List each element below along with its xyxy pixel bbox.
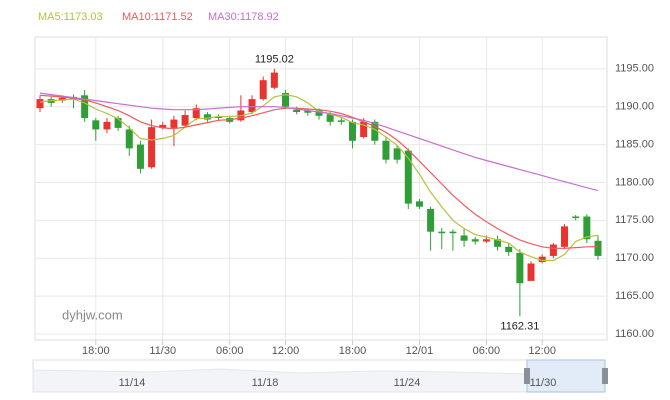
- annotation: 1162.31: [500, 320, 539, 332]
- navigator[interactable]: 11/14 11/18 11/24 11/30: [32, 359, 608, 393]
- candle-body: [572, 216, 580, 219]
- candle-body: [583, 216, 591, 240]
- candle-body: [382, 140, 390, 160]
- y-tick-label: 1180.00: [615, 176, 654, 188]
- candle-body: [148, 127, 156, 168]
- x-tick-label: 11/30: [149, 345, 176, 357]
- candle-body: [494, 239, 502, 247]
- x-tick-label: 12:00: [272, 345, 300, 357]
- legend-item: MA10:1171.52: [122, 11, 193, 23]
- candle-body: [92, 120, 100, 130]
- candle-body: [270, 72, 278, 88]
- navigator-handle[interactable]: [602, 368, 608, 384]
- candle-body: [36, 99, 44, 109]
- y-tick-label: 1165.00: [615, 290, 654, 302]
- candle-body: [404, 150, 412, 204]
- candle-body: [360, 121, 368, 137]
- candle-body: [282, 93, 290, 107]
- candle-body: [136, 144, 144, 169]
- candle-body: [170, 119, 178, 128]
- candle-body: [337, 120, 345, 122]
- candle-body: [561, 226, 569, 247]
- candle-body: [159, 124, 167, 128]
- x-tick-label: 18:00: [82, 345, 110, 357]
- candle-body: [315, 110, 323, 116]
- candle-body: [58, 97, 66, 101]
- watermark: dyhjw.com: [62, 307, 123, 322]
- x-tick-label: 06:00: [216, 345, 244, 357]
- candle-body: [471, 239, 479, 242]
- candle-body: [125, 129, 133, 149]
- navigator-label: 11/30: [530, 377, 557, 389]
- legend-item: MA30:1178.92: [208, 11, 279, 23]
- candle-body: [103, 121, 111, 130]
- candle-body: [215, 116, 223, 119]
- candle-body: [505, 246, 513, 253]
- candle-body: [594, 240, 602, 256]
- candle-body: [192, 108, 200, 119]
- x-tick-label: 06:00: [473, 345, 501, 357]
- navigator-label: 11/24: [394, 377, 421, 389]
- candle-body: [348, 121, 356, 141]
- candle-body: [326, 114, 334, 122]
- ma-line: [39, 94, 599, 249]
- plot-frame: [34, 36, 608, 341]
- candle-body: [203, 114, 211, 120]
- y-tick-label: 1170.00: [615, 252, 654, 264]
- navigator-handle[interactable]: [524, 368, 530, 384]
- candle-body: [482, 239, 490, 242]
- y-tick-label: 1175.00: [615, 214, 654, 226]
- x-tick-label: 12/01: [406, 345, 434, 357]
- y-tick-label: 1190.00: [615, 101, 654, 113]
- ma-line: [39, 93, 599, 262]
- x-tick-label: 18:00: [339, 345, 367, 357]
- navigator-selection[interactable]: [526, 359, 606, 393]
- candle-body: [248, 99, 256, 112]
- candle-body: [371, 121, 379, 141]
- candle-body: [427, 208, 435, 232]
- legend-item: MA5:1173.03: [38, 11, 103, 23]
- candle-body: [293, 109, 301, 112]
- candle-body: [415, 201, 423, 207]
- navigator-label: 11/14: [119, 377, 146, 389]
- candle-body: [81, 95, 89, 119]
- candle-body: [527, 263, 535, 281]
- annotation: 1195.02: [255, 54, 294, 66]
- y-tick-label: 1195.00: [615, 63, 654, 75]
- navigator-label: 11/18: [252, 377, 279, 389]
- candle-body: [460, 235, 468, 241]
- candle-body: [438, 231, 446, 234]
- candle-body: [549, 244, 557, 256]
- ma-line: [39, 92, 599, 192]
- candle-body: [304, 110, 312, 113]
- candle-body: [259, 80, 267, 100]
- candle-body: [114, 118, 122, 128]
- candle-body: [393, 148, 401, 160]
- candle-body: [516, 252, 524, 284]
- y-tick-label: 1160.00: [615, 328, 654, 340]
- y-tick-label: 1185.00: [615, 138, 654, 150]
- plot: [35, 37, 607, 340]
- navigator-area: [32, 368, 528, 393]
- candle-body: [449, 231, 457, 234]
- x-tick-label: 12:00: [528, 345, 556, 357]
- candle-body: [538, 256, 546, 262]
- candle-body: [181, 115, 189, 126]
